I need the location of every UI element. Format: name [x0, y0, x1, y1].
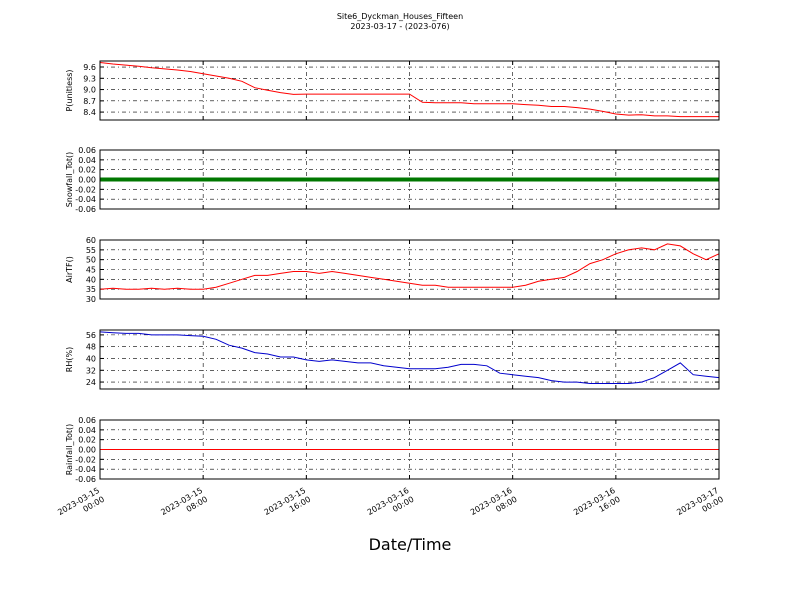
y-tick-label: 8.4	[83, 108, 96, 117]
y-axis-label: RH(%)	[65, 347, 74, 372]
y-tick-label: 60	[86, 236, 96, 245]
y-tick-label: 50	[86, 256, 96, 265]
y-tick-label: 40	[86, 354, 96, 363]
y-tick-label: 40	[86, 275, 96, 284]
figure-subtitle: 2023-03-17 - (2023-076)	[350, 22, 449, 31]
plot-frame	[99, 149, 720, 210]
y-tick-label: 0.00	[78, 446, 96, 455]
y-axis-label: P(unitless)	[65, 69, 74, 111]
y-tick-label: -0.04	[75, 195, 96, 204]
y-tick-label: 24	[86, 378, 96, 387]
y-tick-label: -0.04	[75, 465, 96, 474]
y-tick-label: 0.06	[78, 416, 96, 425]
y-axis-label: AirTF()	[65, 256, 74, 283]
figure-title: Site6_Dyckman_Houses_Fifteen	[337, 12, 463, 21]
x-axis-label: Date/Time	[369, 535, 452, 554]
data-line	[99, 62, 719, 118]
plot-frame	[99, 60, 720, 121]
data-line	[99, 331, 720, 384]
y-tick-label: 35	[86, 285, 96, 294]
y-tick-label: 0.02	[78, 436, 96, 445]
plot-frame	[99, 329, 720, 390]
y-tick-label: 32	[86, 366, 96, 375]
y-tick-label: 0.04	[78, 426, 96, 435]
y-tick-label: 0.04	[78, 156, 96, 165]
y-tick-label: 56	[86, 331, 96, 340]
y-tick-label: 9.6	[83, 63, 96, 72]
data-line	[99, 243, 720, 290]
y-tick-label: 45	[86, 266, 96, 275]
y-tick-label: 48	[86, 343, 96, 352]
plot-frame	[99, 419, 720, 480]
y-tick-label: 8.7	[83, 97, 96, 106]
y-axis-label: Rainfall_Tot()	[65, 424, 74, 476]
y-tick-label: -0.06	[75, 205, 96, 214]
y-tick-label: 55	[86, 246, 96, 255]
y-tick-label: 0.02	[78, 166, 96, 175]
y-tick-label: -0.02	[75, 185, 96, 194]
y-tick-label: 30	[86, 295, 96, 304]
y-tick-label: 0.06	[78, 146, 96, 155]
y-tick-label: -0.02	[75, 455, 96, 464]
plot-frame	[99, 239, 720, 300]
y-tick-label: 9.3	[83, 74, 96, 83]
y-tick-label: 0.00	[78, 176, 96, 185]
y-tick-label: -0.06	[75, 475, 96, 484]
y-axis-label: Snowfall_Tot()	[65, 152, 74, 208]
y-tick-label: 9.0	[83, 86, 96, 95]
